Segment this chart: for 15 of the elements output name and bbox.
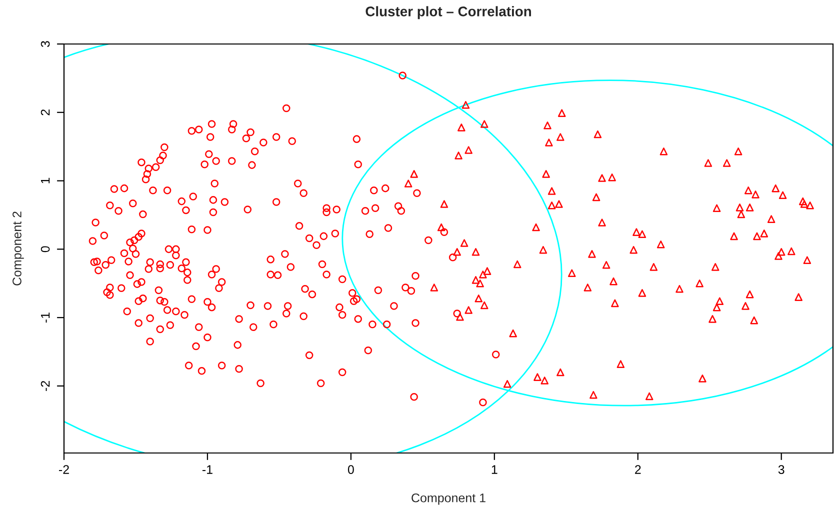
y-tick-label: -2 [40, 381, 50, 391]
y-tick-label: 2 [40, 110, 50, 116]
y-tick-label: 0 [40, 246, 50, 252]
y-tick-label: 1 [41, 178, 50, 184]
x-tick-label: 0 [348, 465, 354, 474]
x-tick-label: -1 [202, 465, 212, 474]
y-tick-label: 3 [40, 41, 50, 47]
x-tick-label: 1 [492, 465, 498, 474]
y-axis-title: Component 2 [12, 212, 24, 286]
x-tick-label: -2 [59, 465, 69, 474]
x-tick-label: 2 [635, 465, 641, 474]
x-axis-title: Component 1 [412, 493, 486, 505]
chart-title: Cluster plot – Correlation [366, 6, 531, 20]
y-tick-label: -1 [41, 312, 50, 323]
x-tick-label: 3 [778, 465, 784, 474]
